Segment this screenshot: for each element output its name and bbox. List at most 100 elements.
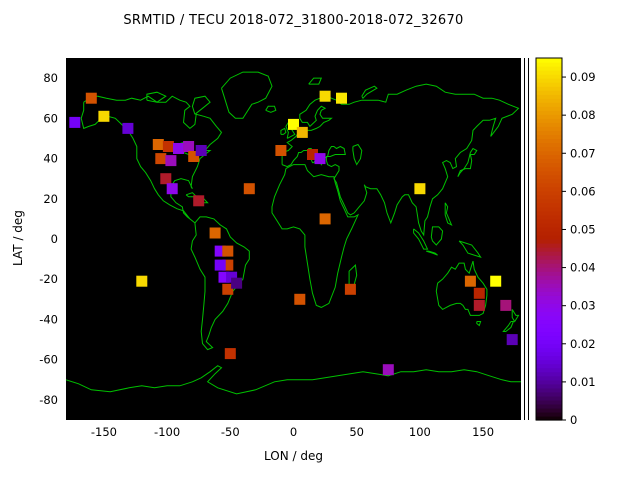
data-cell [122,122,134,134]
data-cell [188,151,200,162]
data-cell [222,283,234,295]
colorbar-slice [536,299,562,304]
colorbar-slice [536,154,562,160]
data-cell [473,287,485,299]
colorbar-slice [536,162,562,168]
colorbar-tick-label: 0.05 [570,222,596,236]
coastline [361,85,378,100]
x-tick-label: -100 [154,425,180,439]
colorbar-slice [536,74,562,79]
coastline [271,164,360,308]
colorbar-tick-label: 0.04 [570,261,596,275]
coastline [511,309,520,323]
data-cell [226,271,238,283]
colorbar-slice [536,243,562,248]
data-cell [294,293,306,305]
data-cell [473,299,485,311]
x-tick-label: 0 [290,425,297,439]
colorbar-slice [536,399,562,405]
data-cell [231,277,243,289]
colorbar-slice [536,279,562,284]
colorbar-slice [536,347,562,353]
colorbar-slice [536,319,562,325]
data-cell [173,143,184,154]
colorbar-slice [536,315,562,321]
colorbar-slice [536,142,562,148]
colorbar-slice [536,206,562,212]
colorbar-slice [536,186,562,192]
colorbar-slice [536,106,562,111]
coastline [476,321,482,327]
x-tick-label: 50 [349,425,364,439]
data-cell [382,364,394,376]
data-cell [166,183,178,195]
coastline [265,105,277,113]
data-cell [344,283,356,295]
data-cell [152,139,164,150]
data-cell [464,275,476,287]
x-tick-label: 100 [409,425,431,439]
data-cell [307,149,318,160]
colorbar-slice [536,150,562,156]
colorbar-slice [536,339,562,345]
data-cell [288,118,299,130]
coastline [457,147,478,177]
colorbar-slice [536,391,562,397]
colorbar-slice [536,58,562,63]
data-cell [155,153,167,165]
colorbar-slice [536,287,562,292]
y-tick-label: 40 [43,152,58,166]
colorbar-tick-label: 0 [570,413,577,427]
data-cell [69,116,81,128]
data-cell [314,153,326,165]
colorbar-slice [536,351,562,357]
data-cell [414,183,426,195]
x-tick-label: -150 [91,425,117,439]
colorbar-slice [536,267,562,272]
colorbar-slice [536,86,562,91]
coastline [308,77,323,85]
coastline [65,365,521,395]
x-tick-label: 150 [472,425,494,439]
colorbar-slice [536,102,562,107]
colorbar-tick-label: 0.01 [570,375,596,389]
data-cell [85,92,97,104]
data-cell [243,183,255,195]
data-cell [162,141,174,152]
colorbar-slice [536,122,562,127]
colorbar-slice [536,134,562,140]
colorbar-slice [536,379,562,385]
colorbar-slice [536,202,562,208]
colorbar-slice [536,247,562,252]
data-cell [336,92,347,104]
y-tick-label: 0 [51,232,58,246]
colorbar-slice [536,263,562,268]
colorbar-slice [536,291,562,296]
colorbar-slice [536,222,562,228]
colorbar-slice [536,331,562,337]
y-tick-label: 20 [43,192,58,206]
data-cell [490,275,502,287]
colorbar-tick-label: 0.03 [570,299,596,313]
colorbar-slice [536,70,562,75]
colorbar-slice [536,126,562,131]
coastline [190,216,250,351]
y-tick-label: 80 [43,71,58,85]
colorbar-slice [536,174,562,180]
data-cell [195,145,207,156]
colorbar-slice [536,275,562,280]
colorbar-slice [536,239,562,244]
chart-title: SRMTID / TECU 2018-072_31800-2018-072_32… [123,13,464,28]
colorbar-slice [536,307,562,312]
coastline [444,202,453,226]
y-tick-label: -60 [39,353,58,367]
colorbar-slice [536,110,562,115]
data-cell [98,110,110,122]
colorbar-slice [536,355,562,361]
plot-background [66,58,521,420]
x-tick-label: -50 [221,425,240,439]
colorbar-slice [536,255,562,260]
colorbar-slice [536,303,562,308]
